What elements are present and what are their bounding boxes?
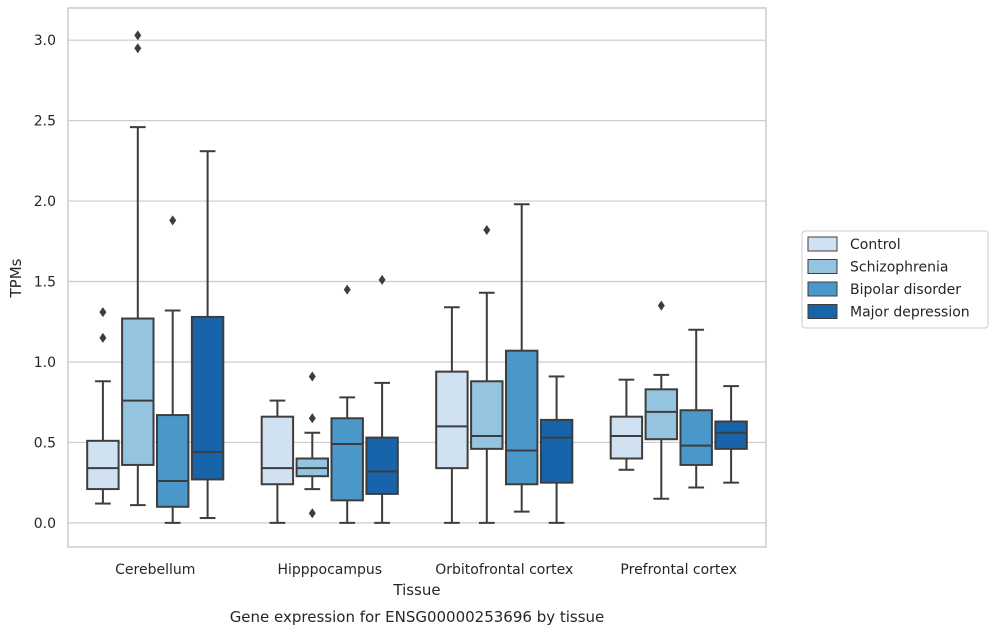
outlier-point [99, 307, 107, 318]
x-tick-label: Prefrontal cortex [620, 562, 737, 578]
plot-frame [67, 7, 767, 548]
box-iqr [190, 315, 225, 481]
box-iqr [539, 418, 574, 484]
legend-swatch [807, 259, 838, 274]
legend: Control Schizophrenia Bipolar disorder Majo… [801, 230, 989, 329]
box-iqr [155, 414, 190, 508]
box-iqr [504, 349, 539, 486]
legend-swatch [807, 304, 838, 319]
y-tick-label: 0.0 [34, 516, 56, 532]
box-2-3 [539, 375, 574, 524]
legend-swatch [807, 281, 838, 297]
legend-label: Major depression [850, 305, 970, 321]
y-tick-label: 3.0 [34, 33, 56, 49]
box-3-0 [609, 378, 644, 471]
box-2-0 [435, 306, 469, 524]
box-1-2 [330, 284, 364, 524]
box-2-2 [504, 203, 539, 513]
box-iqr [679, 409, 713, 466]
legend-label: Bipolar disorder [850, 282, 961, 298]
box-iqr [644, 388, 679, 441]
box-0-0 [86, 307, 120, 505]
chart-caption: Gene expression for ENSG00000253696 by t… [230, 608, 605, 626]
outlier-point [169, 215, 177, 226]
box-1-0 [260, 399, 295, 524]
y-tick-label: 2.0 [34, 194, 56, 210]
box-iqr [260, 415, 295, 486]
box-2-1 [470, 225, 504, 524]
outlier-point [483, 225, 491, 236]
box-iqr [86, 439, 120, 491]
box-iqr [470, 380, 504, 450]
box-iqr [330, 417, 364, 502]
x-tick-label: Cerebellum [115, 562, 195, 578]
y-tick-label: 2.5 [34, 114, 56, 130]
outlier-point [308, 413, 316, 424]
y-axis-ticks: 0.0 0.5 1.0 1.5 2.0 2.5 3.0 [34, 33, 56, 532]
outlier-point [657, 300, 665, 311]
outlier-point [308, 508, 316, 519]
legend-frame [801, 230, 989, 329]
box-3-3 [714, 385, 748, 484]
box-3-2 [679, 328, 713, 489]
x-tick-label: Orbitofrontal cortex [435, 562, 573, 578]
y-tick-label: 1.5 [34, 275, 56, 291]
legend-swatch [807, 236, 838, 252]
y-axis-label: TPMs [7, 258, 25, 298]
box-0-1 [121, 30, 155, 507]
outlier-point [378, 274, 386, 285]
box-0-2 [155, 215, 190, 524]
outlier-point [134, 30, 142, 41]
outlier-point [99, 332, 107, 343]
x-tick-label: Hipppocampus [277, 562, 382, 578]
outlier-point [343, 284, 351, 295]
box-iqr [609, 415, 644, 460]
legend-label: Schizophrenia [850, 260, 948, 276]
box-iqr [365, 436, 399, 495]
x-axis-label: Tissue [392, 581, 440, 599]
box-iqr [121, 317, 155, 466]
legend-label: Control [850, 237, 901, 253]
box-iqr [714, 420, 748, 450]
y-tick-label: 1.0 [34, 355, 56, 371]
box-iqr [435, 370, 469, 470]
outlier-point [308, 371, 316, 382]
box-1-1 [295, 371, 330, 519]
box-plot-series [86, 30, 748, 524]
x-axis-ticks: Cerebellum Hipppocampus Orbitofrontal cort… [115, 562, 737, 578]
box-3-1 [644, 300, 679, 500]
box-0-3 [190, 150, 225, 520]
outlier-point [134, 43, 142, 54]
box-1-3 [365, 274, 399, 524]
y-tick-label: 0.5 [34, 435, 56, 451]
